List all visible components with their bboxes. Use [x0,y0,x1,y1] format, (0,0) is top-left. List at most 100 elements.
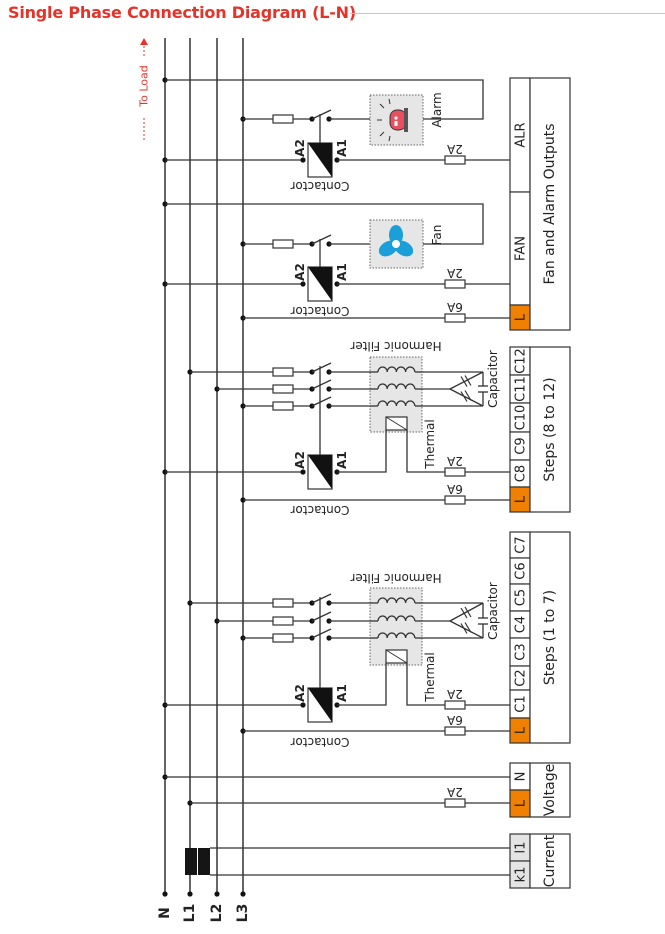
current-transformer-icon [185,848,197,875]
fuse [444,700,466,710]
terminal-block-label-box [529,77,571,331]
beacon-base [404,108,408,132]
terminal-block-steps-1-7 [509,531,571,744]
capacitor-plate [464,606,472,618]
fuse-rating-label: 2A [446,454,463,468]
harmonic-filter-label: Harmonic Filter [350,571,441,585]
beacon-ray [379,103,385,109]
fuse [272,114,294,124]
capacitor-plate [464,390,472,401]
capacitor-plate [464,622,472,633]
contact-blade [311,593,332,604]
capacitor-plate [460,391,468,402]
fuse [444,495,466,505]
capacitor-branch [449,602,484,622]
fuse-rating-label: 2A [446,142,463,156]
contact-blade [311,628,332,639]
wire [337,663,387,706]
terminal-cell-label: FAN [514,236,529,261]
beacon-ray [379,131,385,137]
terminal-block-label-box [529,531,571,744]
beacon-ray [388,135,391,142]
terminal-block-voltage [509,762,571,818]
thermal-label: Thermal [423,419,437,469]
fuse-rating-label: 2A [446,266,463,280]
fuse-rating-label: 6A [446,300,463,314]
terminal-cell-label: l1 [514,842,529,854]
coil-a1-label: A1 [335,139,349,157]
terminal-block-label-box [529,346,571,513]
terminal-cell-label: C12 [514,348,529,374]
terminal-cell-label: C7 [514,536,529,553]
terminal-cell-label: C6 [514,562,529,579]
bus-label: L3 [235,904,251,923]
beacon-dot [394,116,398,120]
contactor-label: Contactor [290,179,349,193]
junction-dot [300,281,306,287]
thermal-diagonal [385,416,408,431]
terminal-cell-label: k1 [514,867,529,883]
terminal-cell-label: C5 [514,589,529,606]
coil-a2-label: A2 [293,451,307,469]
capacitor-branch [449,388,484,407]
contact-blade [311,362,332,373]
current-transformer-icon [198,848,210,875]
fuse [272,616,294,626]
capacitor-branch [449,620,484,639]
coil-a1-label: A1 [335,263,349,281]
terminal-cell-label: C11 [514,376,529,402]
contact-blade [311,109,332,120]
fuse [444,279,466,289]
terminal-block-steps-8-12 [509,346,571,513]
capacitor-plate [460,607,468,619]
terminal-block-fan-alarm [509,77,571,331]
bus-label: N [157,907,173,919]
fan-label: Fan [430,225,444,246]
inductor-coil [377,366,416,373]
fuse [444,726,466,736]
capacitor-plate [460,376,468,387]
terminal-block-label: Steps (1 to 7) [542,590,558,685]
inductor-coil [377,615,416,622]
to-load-label: To Load [138,65,151,107]
wire [406,430,510,473]
wire [337,430,387,473]
terminal-cell-label: C4 [514,616,529,633]
inductor-coil [377,383,416,390]
junction-dot [187,891,193,897]
terminal-cell-label: C1 [514,695,529,712]
terminal-block-label: Fan and Alarm Outputs [542,123,558,284]
fuse-rating-label: 2A [446,687,463,701]
contactor-coil-fill [308,267,332,301]
terminal-block-label-box [529,762,571,818]
fuse-rating-label: 6A [446,482,463,496]
beacon-body [389,109,407,131]
fuse [444,155,466,165]
coil-a1-label: A1 [335,451,349,469]
contact-blade [311,611,332,622]
contact-blade [311,234,332,245]
inductor-coil [377,597,416,604]
junction-dot [300,157,306,163]
terminal-cell-label: C10 [514,405,529,431]
coil-a1-label: A1 [335,684,349,702]
terminal-cell-label: C8 [514,465,529,482]
fuse [272,367,294,377]
inductor-coil [377,632,416,639]
beacon-mark [394,121,398,126]
junction-dot [300,702,306,708]
bus-label: L1 [182,904,198,923]
contactor-label: Contactor [290,735,349,749]
capacitor-plate [464,375,472,386]
terminal-cell-label: C3 [514,643,529,660]
terminal-cell-label: N [514,772,529,782]
contactor-label: Contactor [290,304,349,318]
terminal-cell-label: L [514,313,529,321]
contactor-coil-fill [308,455,332,489]
coil-a2-label: A2 [293,263,307,281]
fuse [272,633,294,643]
fuse [272,384,294,394]
terminal-cell-label: L [514,799,529,807]
fuse [272,598,294,608]
